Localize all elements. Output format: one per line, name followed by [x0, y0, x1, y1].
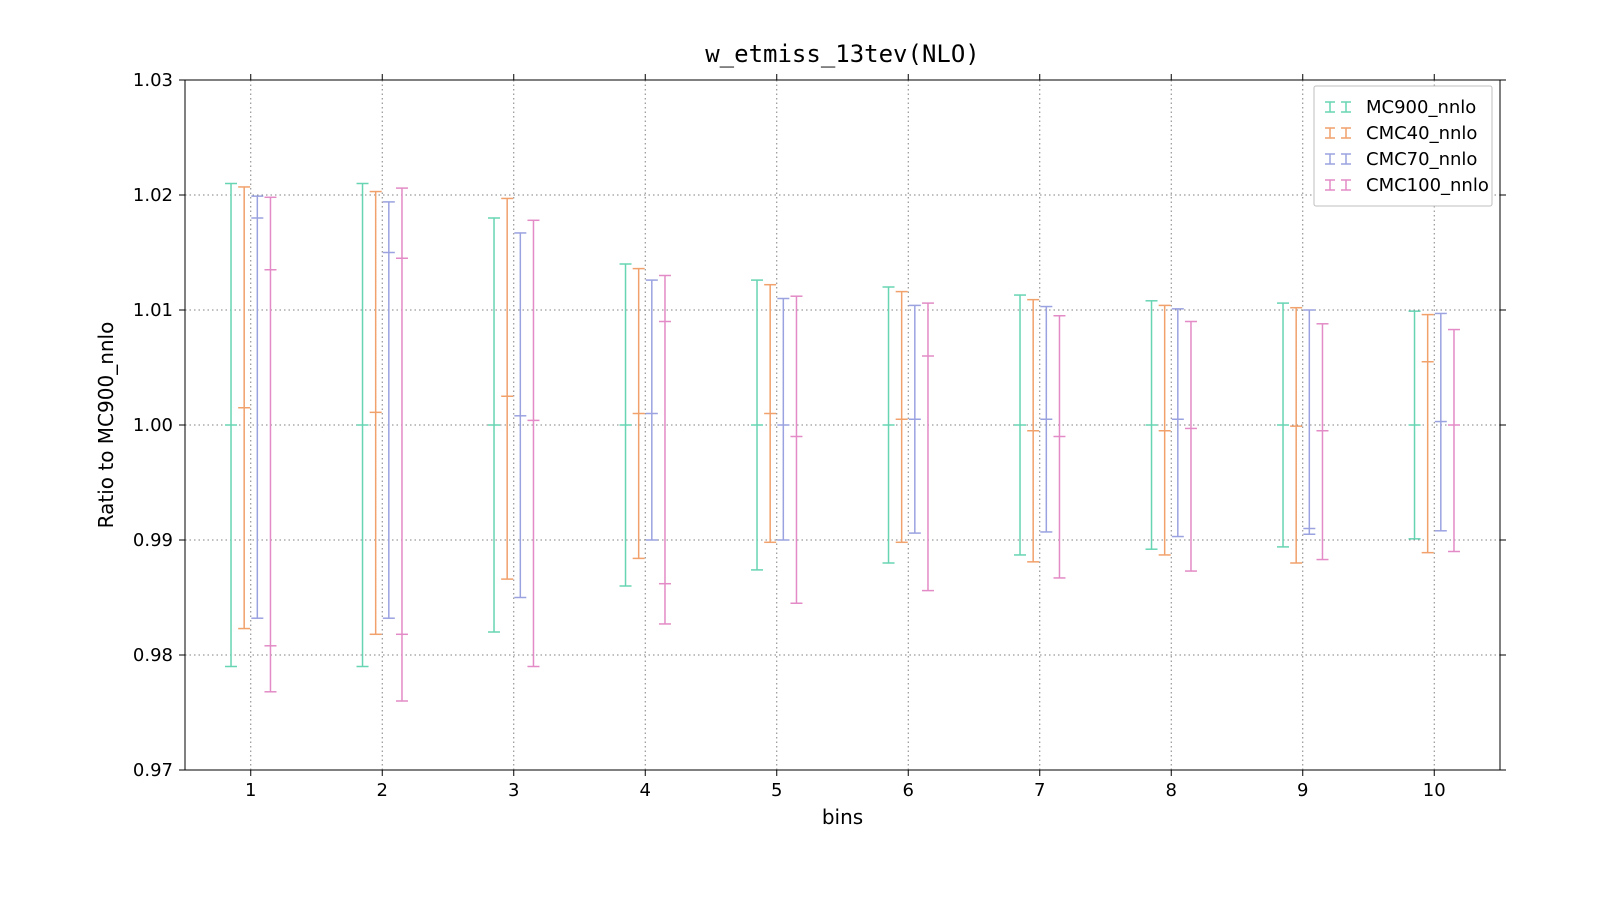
y-tick-label: 1.03	[133, 70, 173, 91]
x-tick-label: 2	[377, 780, 388, 801]
y-tick-label: 1.02	[133, 185, 173, 206]
legend-label: MC900_nnlo	[1366, 97, 1476, 118]
x-tick-label: 8	[1166, 780, 1177, 801]
x-tick-label: 1	[245, 780, 256, 801]
x-tick-label: 9	[1297, 780, 1308, 801]
x-tick-label: 3	[508, 780, 519, 801]
legend-label: CMC70_nnlo	[1366, 149, 1477, 170]
y-axis-label: Ratio to MC900_nnlo	[94, 322, 118, 529]
x-tick-label: 7	[1034, 780, 1045, 801]
x-tick-label: 4	[640, 780, 651, 801]
x-axis-label: bins	[822, 805, 863, 829]
legend-label: CMC40_nnlo	[1366, 123, 1477, 144]
x-tick-label: 5	[771, 780, 782, 801]
chart-title: w_etmiss_13tev(NLO)	[705, 40, 980, 68]
legend-label: CMC100_nnlo	[1366, 175, 1489, 196]
y-tick-label: 1.01	[133, 300, 173, 321]
legend: MC900_nnlo CMC40_nnlo CMC70_nnlo CMC100_nnl…	[1314, 86, 1492, 206]
x-tick-label: 10	[1423, 780, 1446, 801]
y-tick-label: 0.98	[133, 645, 173, 666]
y-tick-label: 0.99	[133, 530, 173, 551]
ratio-chart: 1 2 3 4 5 6 7 8 9 10 0.97 0.98 0.99 1.00 1.01 1.02 1.03 b…	[0, 0, 1600, 900]
x-tick-label: 6	[903, 780, 914, 801]
y-tick-label: 0.97	[133, 760, 173, 781]
y-tick-label: 1.00	[133, 415, 173, 436]
